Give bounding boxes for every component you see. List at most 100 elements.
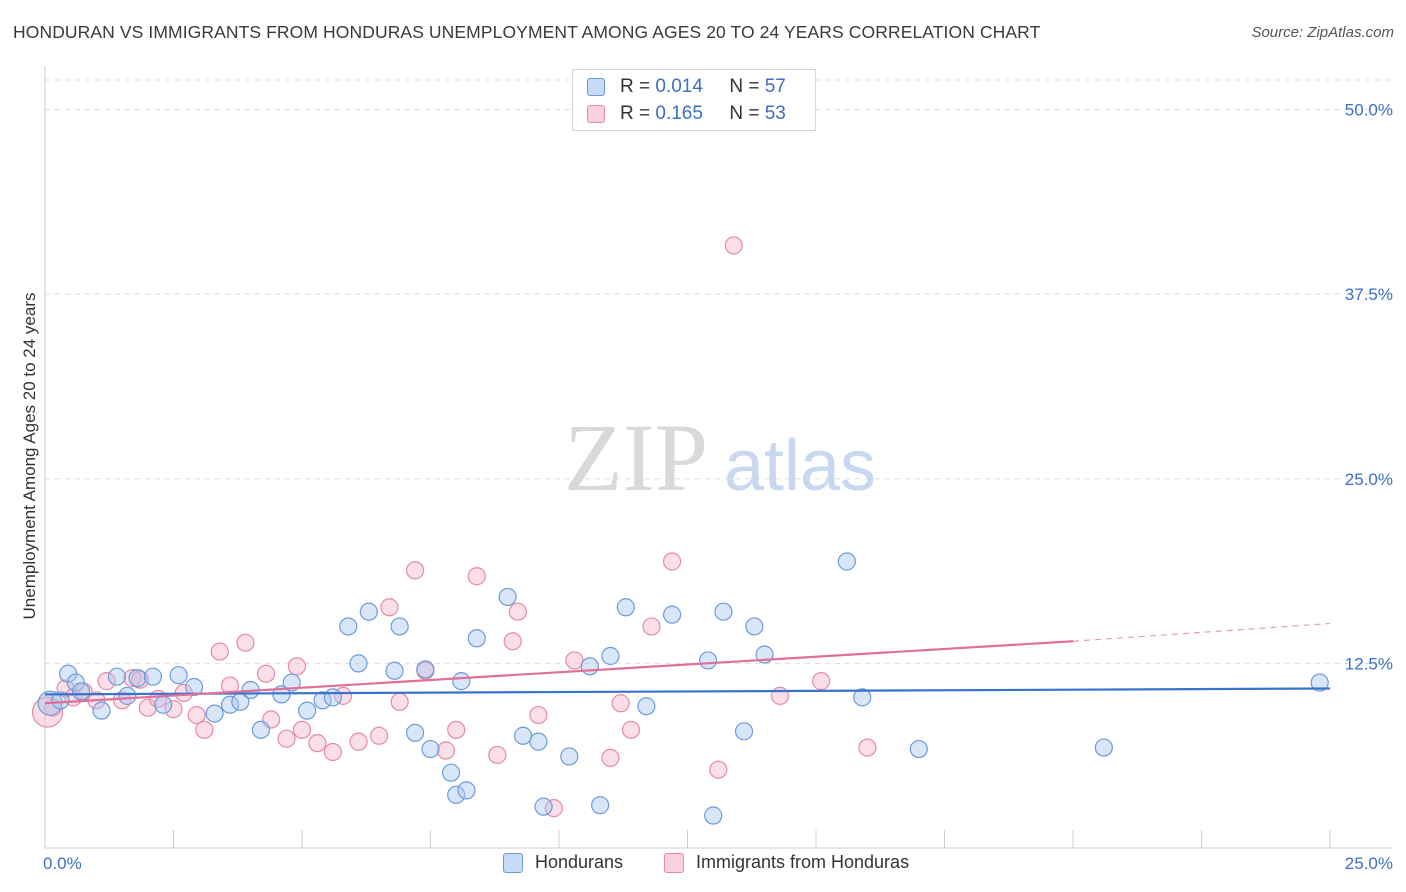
point-hondurans <box>837 552 856 571</box>
x-tick-label: 0.0% <box>43 854 82 873</box>
point-hondurans <box>441 763 461 782</box>
x-tick-labels: 0.0% 25.0% <box>43 854 1393 873</box>
n-value: 53 <box>764 103 786 124</box>
x-tick-label: 25.0% <box>1345 854 1393 873</box>
point-hondurans <box>457 781 476 800</box>
n-value: 57 <box>764 76 786 97</box>
point-hondurans <box>66 673 85 692</box>
point-immigrants <box>195 720 214 739</box>
point-immigrants <box>308 734 327 753</box>
source-credit: Source: ZipAtlas.com <box>1251 24 1394 41</box>
legend-swatch-pink <box>587 105 605 123</box>
point-immigrants <box>210 642 229 661</box>
point-hondurans <box>349 654 368 673</box>
r-label: R = <box>620 103 651 124</box>
point-hondurans <box>405 723 425 742</box>
point-immigrants <box>662 552 682 571</box>
point-hondurans <box>1310 673 1329 692</box>
series-immigrants-points <box>31 236 877 818</box>
y-tick-label: 37.5% <box>1345 285 1393 304</box>
point-hondurans <box>313 691 332 710</box>
point-hondurans <box>616 598 635 617</box>
point-hondurans <box>637 697 656 716</box>
point-hondurans <box>704 806 723 825</box>
point-immigrants <box>529 705 548 725</box>
r-label: R = <box>620 76 651 97</box>
r-value: 0.014 <box>655 76 703 97</box>
point-hondurans <box>184 677 204 697</box>
point-immigrants <box>323 742 342 762</box>
watermark: ZIP atlas <box>564 404 876 511</box>
point-hondurans <box>339 617 358 636</box>
point-hondurans <box>452 672 471 691</box>
point-immigrants <box>467 567 486 586</box>
point-immigrants <box>503 632 522 651</box>
point-immigrants <box>236 633 255 652</box>
y-tick-labels: 12.5% 25.0% 37.5% 50.0% <box>1345 101 1393 674</box>
correlation-legend: R = 0.014 N = 57 R = 0.165 N = 53 <box>572 69 816 131</box>
series-hondurans-points <box>37 552 1329 825</box>
point-hondurans <box>498 587 517 607</box>
point-hondurans <box>467 629 486 648</box>
trend-line-immigrants <box>44 640 1074 705</box>
point-immigrants <box>642 617 661 636</box>
legend-swatch-blue <box>587 78 605 96</box>
point-hondurans <box>662 605 682 624</box>
point-immigrants <box>164 700 183 719</box>
point-immigrants <box>256 664 276 683</box>
point-immigrants <box>292 720 312 739</box>
point-hondurans <box>143 667 163 686</box>
point-hondurans <box>118 686 137 705</box>
point-hondurans <box>447 785 466 804</box>
trend-line-immigrants-extension <box>1072 622 1331 642</box>
point-hondurans <box>734 722 754 741</box>
point-hondurans <box>385 661 404 680</box>
point-hondurans <box>421 739 440 759</box>
point-hondurans <box>282 673 301 692</box>
point-hondurans <box>323 688 342 707</box>
point-immigrants <box>447 720 466 739</box>
legend-label: Immigrants from Honduras <box>696 852 910 872</box>
point-hondurans <box>251 720 270 739</box>
trend-line-hondurans <box>44 687 1331 696</box>
y-tick-label: 12.5% <box>1345 654 1393 673</box>
point-immigrants <box>812 672 831 691</box>
y-tick-label: 50.0% <box>1345 101 1393 120</box>
r-value: 0.165 <box>655 103 703 124</box>
point-immigrants <box>97 672 116 691</box>
point-hondurans <box>71 682 91 701</box>
point-hondurans <box>534 797 553 816</box>
point-hondurans <box>601 646 620 666</box>
point-hondurans <box>714 602 733 621</box>
point-immigrants <box>31 696 64 728</box>
point-immigrants <box>611 694 630 713</box>
point-immigrants <box>349 732 368 751</box>
legend-swatch-blue <box>503 853 523 873</box>
point-immigrants <box>724 236 743 255</box>
n-label: N = <box>729 76 760 97</box>
legend-swatch-pink <box>664 853 684 873</box>
point-hondurans <box>745 617 764 636</box>
point-hondurans <box>92 701 111 720</box>
point-hondurans <box>107 667 127 686</box>
point-hondurans <box>169 666 188 685</box>
point-hondurans <box>698 651 718 670</box>
point-hondurans <box>359 602 378 621</box>
y-tick-label: 25.0% <box>1345 470 1393 489</box>
chart-title: HONDURAN VS IMMIGRANTS FROM HONDURAS UNE… <box>13 22 1041 42</box>
point-hondurans <box>205 704 224 723</box>
point-hondurans <box>513 726 533 745</box>
point-immigrants <box>436 741 456 760</box>
n-label: N = <box>729 103 760 124</box>
point-hondurans <box>909 739 928 759</box>
point-hondurans <box>390 617 409 636</box>
point-immigrants <box>508 602 527 621</box>
point-hondurans <box>416 660 435 679</box>
legend-label: Hondurans <box>535 852 624 872</box>
point-hondurans <box>529 732 548 751</box>
point-immigrants <box>601 748 620 768</box>
point-immigrants <box>370 726 389 745</box>
point-immigrants <box>858 738 877 757</box>
point-hondurans <box>580 657 599 676</box>
